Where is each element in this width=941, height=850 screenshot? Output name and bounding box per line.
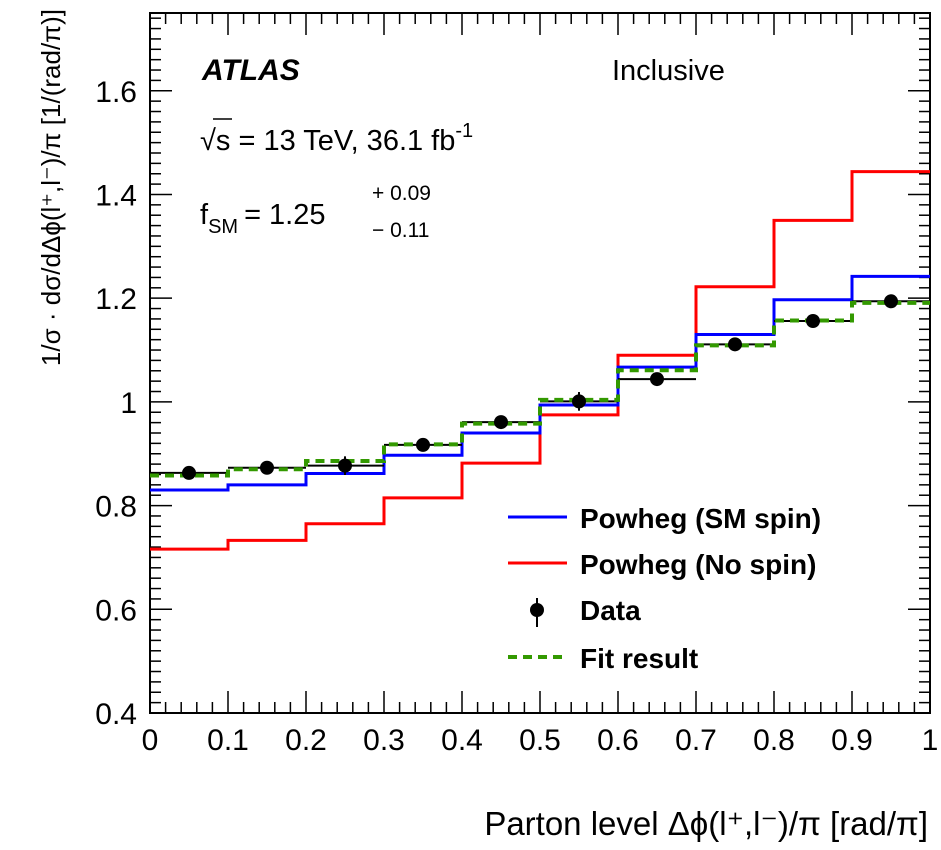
fit-f: f — [200, 199, 209, 231]
x-tick-label: 0.9 — [831, 724, 873, 757]
legend-item-no-spin: Powheg (No spin) — [508, 549, 816, 580]
data-point — [650, 372, 664, 387]
data-point — [572, 394, 586, 409]
x-axis-title: Parton level Δϕ(l⁺,l⁻)/π [rad/π] — [484, 805, 928, 842]
legend-label-data: Data — [580, 595, 641, 626]
y-axis-title: 1/σ · dσ/dΔϕ(l⁺,l⁻)/π [1/(rad/π)] — [36, 9, 66, 366]
data-point — [494, 415, 508, 430]
legend-item-fit: Fit result — [508, 643, 698, 674]
x-tick-label: 0.3 — [363, 724, 405, 757]
data-point — [884, 294, 898, 309]
legend-swatch-data-marker — [530, 603, 544, 617]
y-tick-label: 0.4 — [95, 698, 137, 731]
svg-text:fSM= 1.25: fSM = 1.25 — [200, 199, 326, 238]
svg-text:√s = 13 TeV, 36.1 fb-1: √s = 13 TeV, 36.1 fb-1 — [200, 120, 473, 157]
legend-item-sm-spin: Powheg (SM spin) — [508, 503, 821, 534]
fit-uncertainty-down: − 0.11 — [372, 219, 429, 242]
y-tick-label: 1.4 — [95, 179, 137, 212]
data-point — [728, 337, 742, 352]
legend-label-fit: Fit result — [580, 643, 698, 674]
region-label: Inclusive — [612, 55, 725, 87]
energy-lumi-label: √s = 13 TeV, 36.1 fb-1 — [200, 118, 473, 157]
lumi-exponent: -1 — [455, 120, 473, 142]
legend-item-data: Data — [530, 595, 641, 627]
x-tick-label: 0.5 — [519, 724, 561, 757]
sqrt-symbol: √ — [200, 125, 216, 157]
tick-labels: 0 0.1 0.2 0.3 0.4 0.5 0.6 0.7 0.8 0.9 1 0.4 0.6 0.8 1 1… — [95, 76, 938, 757]
fit-value: = 1.25 — [244, 199, 325, 231]
energy-lumi-text: s = 13 TeV, 36.1 fb — [216, 125, 455, 157]
y-tick-label: 1.6 — [95, 76, 137, 109]
data-point — [806, 314, 820, 328]
x-tick-label: 0.7 — [675, 724, 717, 757]
experiment-label: ATLAS — [201, 54, 300, 87]
y-tick-label: 1 — [120, 387, 137, 420]
fit-subscript: SM — [208, 216, 238, 238]
data-point — [338, 458, 352, 473]
x-tick-label: 1 — [922, 724, 939, 757]
legend-label-sm-spin: Powheg (SM spin) — [580, 503, 821, 534]
x-tick-label: 0.6 — [597, 724, 639, 757]
data-point — [182, 465, 196, 480]
legend-label-no-spin: Powheg (No spin) — [580, 549, 816, 580]
y-tick-label: 0.6 — [95, 594, 137, 627]
x-tick-label: 0.1 — [207, 724, 249, 757]
sm-spin-step-line — [150, 274, 930, 492]
legend: Powheg (SM spin) Powheg (No spin) Data F… — [508, 503, 821, 674]
x-tick-label: 0.4 — [441, 724, 483, 757]
axis-ticks — [149, 13, 931, 714]
y-tick-label: 0.8 — [95, 491, 137, 524]
series-layer — [150, 170, 930, 551]
x-tick-label: 0.2 — [285, 724, 327, 757]
fit-label: fSM = 1.25 + 0.09 − 0.11 — [200, 182, 431, 242]
y-tick-label: 1.2 — [95, 283, 137, 316]
data-point — [260, 460, 274, 475]
data-point — [416, 437, 430, 452]
fit-uncertainty-up: + 0.09 — [372, 182, 431, 205]
no-spin-step-line — [150, 170, 930, 551]
x-tick-label: 0 — [142, 724, 159, 757]
fit-dashed-step-line — [150, 300, 930, 478]
x-tick-label: 0.8 — [753, 724, 795, 757]
